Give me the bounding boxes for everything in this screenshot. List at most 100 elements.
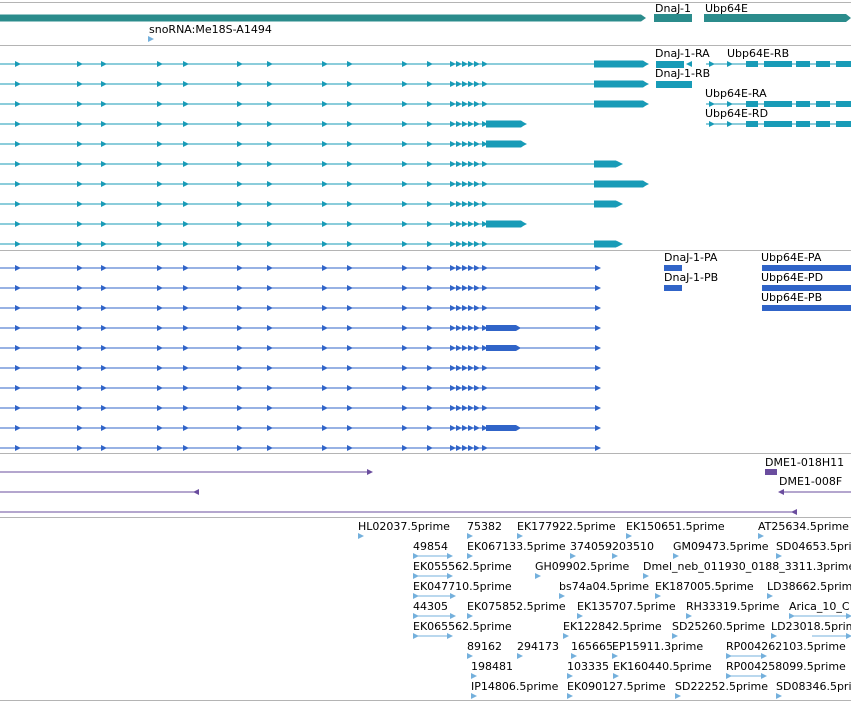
flybase-transcript-end-arrow[interactable] [521, 221, 527, 227]
refseq-transcript-end-arrow[interactable] [595, 385, 601, 391]
refseq-transcript-strand-arrow[interactable] [402, 425, 408, 431]
refseq-transcript-coding-block[interactable] [486, 345, 521, 351]
flybase-transcript-strand-arrow[interactable] [101, 221, 107, 227]
flybase-transcript-strand-arrow[interactable] [427, 201, 433, 207]
refseq-transcript-strand-arrow[interactable] [237, 445, 243, 451]
flybase-transcript-strand-arrow[interactable] [322, 121, 328, 127]
flybase-transcript-strand-arrow[interactable] [267, 221, 273, 227]
refseq-transcript-strand-arrow[interactable] [322, 325, 328, 331]
refseq-transcript-exon-marker[interactable] [482, 305, 488, 311]
refseq-transcript-strand-arrow[interactable] [101, 265, 107, 271]
refseq-transcript-strand-arrow[interactable] [77, 425, 83, 431]
refseq-transcript-strand-arrow[interactable] [322, 285, 328, 291]
flybase-ubp64e-strand-arrow[interactable] [709, 101, 715, 107]
flybase-transcript-exon-marker[interactable] [468, 181, 474, 187]
refseq-transcript-strand-arrow[interactable] [183, 305, 189, 311]
refseq-transcript-strand-arrow[interactable] [267, 325, 273, 331]
est-glyph[interactable] [517, 533, 523, 539]
refseq-transcript-coding-block[interactable] [486, 325, 521, 331]
flybase-transcript-exon-marker[interactable] [482, 221, 488, 227]
refseq-transcript-strand-arrow[interactable] [427, 365, 433, 371]
refseq-transcript-strand-arrow[interactable] [77, 445, 83, 451]
flybase-transcript-strand-arrow[interactable] [427, 221, 433, 227]
flybase-transcript-end-arrow[interactable] [617, 161, 623, 167]
flybase-transcript-end-arrow[interactable] [617, 241, 623, 247]
refseq-transcript-strand-arrow[interactable] [101, 425, 107, 431]
flybase-transcript-end-arrow[interactable] [521, 121, 527, 127]
flybase-transcript-strand-arrow[interactable] [101, 161, 107, 167]
flybase-transcript-exon-marker[interactable] [482, 141, 488, 147]
flybase-transcript-coding-block[interactable] [486, 120, 526, 128]
refseq-transcript-exon-marker[interactable] [450, 345, 456, 351]
flybase-transcript-strand-arrow[interactable] [402, 121, 408, 127]
flybase-transcript-coding-block[interactable] [486, 140, 526, 148]
refseq-transcript-exon-marker[interactable] [462, 265, 468, 271]
refseq-transcript-strand-arrow[interactable] [15, 385, 21, 391]
flybase-transcript-strand-arrow[interactable] [77, 61, 83, 67]
flybase-transcript-strand-arrow[interactable] [237, 141, 243, 147]
refseq-transcript-exon-marker[interactable] [474, 405, 480, 411]
est-glyph[interactable] [626, 533, 632, 539]
flybase-transcript-strand-arrow[interactable] [322, 201, 328, 207]
flybase-transcript-strand-arrow[interactable] [267, 61, 273, 67]
flybase-transcript-exon-marker[interactable] [462, 181, 468, 187]
flybase-transcript-strand-arrow[interactable] [347, 241, 353, 247]
refseq-transcript-strand-arrow[interactable] [15, 365, 21, 371]
snorna-marker[interactable] [148, 36, 154, 42]
flybase-transcript-exon-marker[interactable] [468, 241, 474, 247]
flybase-transcript-exon-marker[interactable] [462, 101, 468, 107]
est-glyph[interactable] [517, 653, 523, 659]
refseq-transcript-exon-marker[interactable] [468, 445, 474, 451]
refseq-transcript-strand-arrow[interactable] [157, 405, 163, 411]
flybase-ubp64e-exon[interactable] [746, 121, 758, 127]
refseq-transcript-strand-arrow[interactable] [183, 445, 189, 451]
flybase-transcript-exon-marker[interactable] [474, 181, 480, 187]
refseq-transcript-exon-marker[interactable] [456, 345, 462, 351]
flybase-ubp64e-exon[interactable] [836, 121, 851, 127]
refseq-transcript-strand-arrow[interactable] [183, 425, 189, 431]
flybase-transcript-strand-arrow[interactable] [347, 61, 353, 67]
refseq-transcript-end-arrow[interactable] [595, 325, 601, 331]
refseq-transcript-strand-arrow[interactable] [267, 385, 273, 391]
refseq-transcript-strand-arrow[interactable] [77, 325, 83, 331]
refseq-transcript-strand-arrow[interactable] [157, 325, 163, 331]
refseq-dnaj1-pa-block[interactable] [664, 265, 682, 271]
refseq-transcript-strand-arrow[interactable] [157, 385, 163, 391]
flybase-transcript-strand-arrow[interactable] [237, 201, 243, 207]
refseq-transcript-strand-arrow[interactable] [101, 365, 107, 371]
refseq-transcript-exon-marker[interactable] [474, 285, 480, 291]
flybase-transcript-strand-arrow[interactable] [77, 221, 83, 227]
flybase-transcript-strand-arrow[interactable] [15, 181, 21, 187]
refseq-transcript-exon-marker[interactable] [474, 265, 480, 271]
flybase-transcript-exon-marker[interactable] [468, 161, 474, 167]
flybase-transcript-strand-arrow[interactable] [402, 61, 408, 67]
flybase-transcript-exon-marker[interactable] [456, 121, 462, 127]
flybase-transcript-strand-arrow[interactable] [237, 241, 243, 247]
refseq-transcript-strand-arrow[interactable] [427, 425, 433, 431]
flybase-transcript-exon-marker[interactable] [474, 81, 480, 87]
est-glyph[interactable] [776, 693, 782, 699]
flybase-transcript-strand-arrow[interactable] [15, 61, 21, 67]
flybase-transcript-strand-arrow[interactable] [347, 121, 353, 127]
refseq-transcript-strand-arrow[interactable] [157, 445, 163, 451]
refseq-transcript-exon-marker[interactable] [468, 425, 474, 431]
refseq-transcript-exon-marker[interactable] [462, 365, 468, 371]
refseq-transcript-exon-marker[interactable] [462, 445, 468, 451]
refseq-transcript-strand-arrow[interactable] [15, 425, 21, 431]
flybase-transcript-exon-marker[interactable] [462, 201, 468, 207]
refseq-transcript-strand-arrow[interactable] [267, 425, 273, 431]
refseq-transcript-strand-arrow[interactable] [77, 385, 83, 391]
flybase-transcript-strand-arrow[interactable] [427, 61, 433, 67]
flybase-transcript-strand-arrow[interactable] [322, 61, 328, 67]
refseq-transcript-strand-arrow[interactable] [15, 345, 21, 351]
flybase-ubp64e-exon[interactable] [816, 101, 830, 107]
flybase-transcript-strand-arrow[interactable] [15, 161, 21, 167]
est-glyph[interactable] [467, 613, 473, 619]
flybase-transcript-strand-arrow[interactable] [157, 201, 163, 207]
refseq-transcript-strand-arrow[interactable] [267, 365, 273, 371]
est-glyph[interactable] [559, 593, 565, 599]
refseq-transcript-exon-marker[interactable] [462, 385, 468, 391]
flybase-transcript-strand-arrow[interactable] [77, 141, 83, 147]
refseq-transcript-exon-marker[interactable] [462, 325, 468, 331]
flybase-transcript-strand-arrow[interactable] [157, 81, 163, 87]
